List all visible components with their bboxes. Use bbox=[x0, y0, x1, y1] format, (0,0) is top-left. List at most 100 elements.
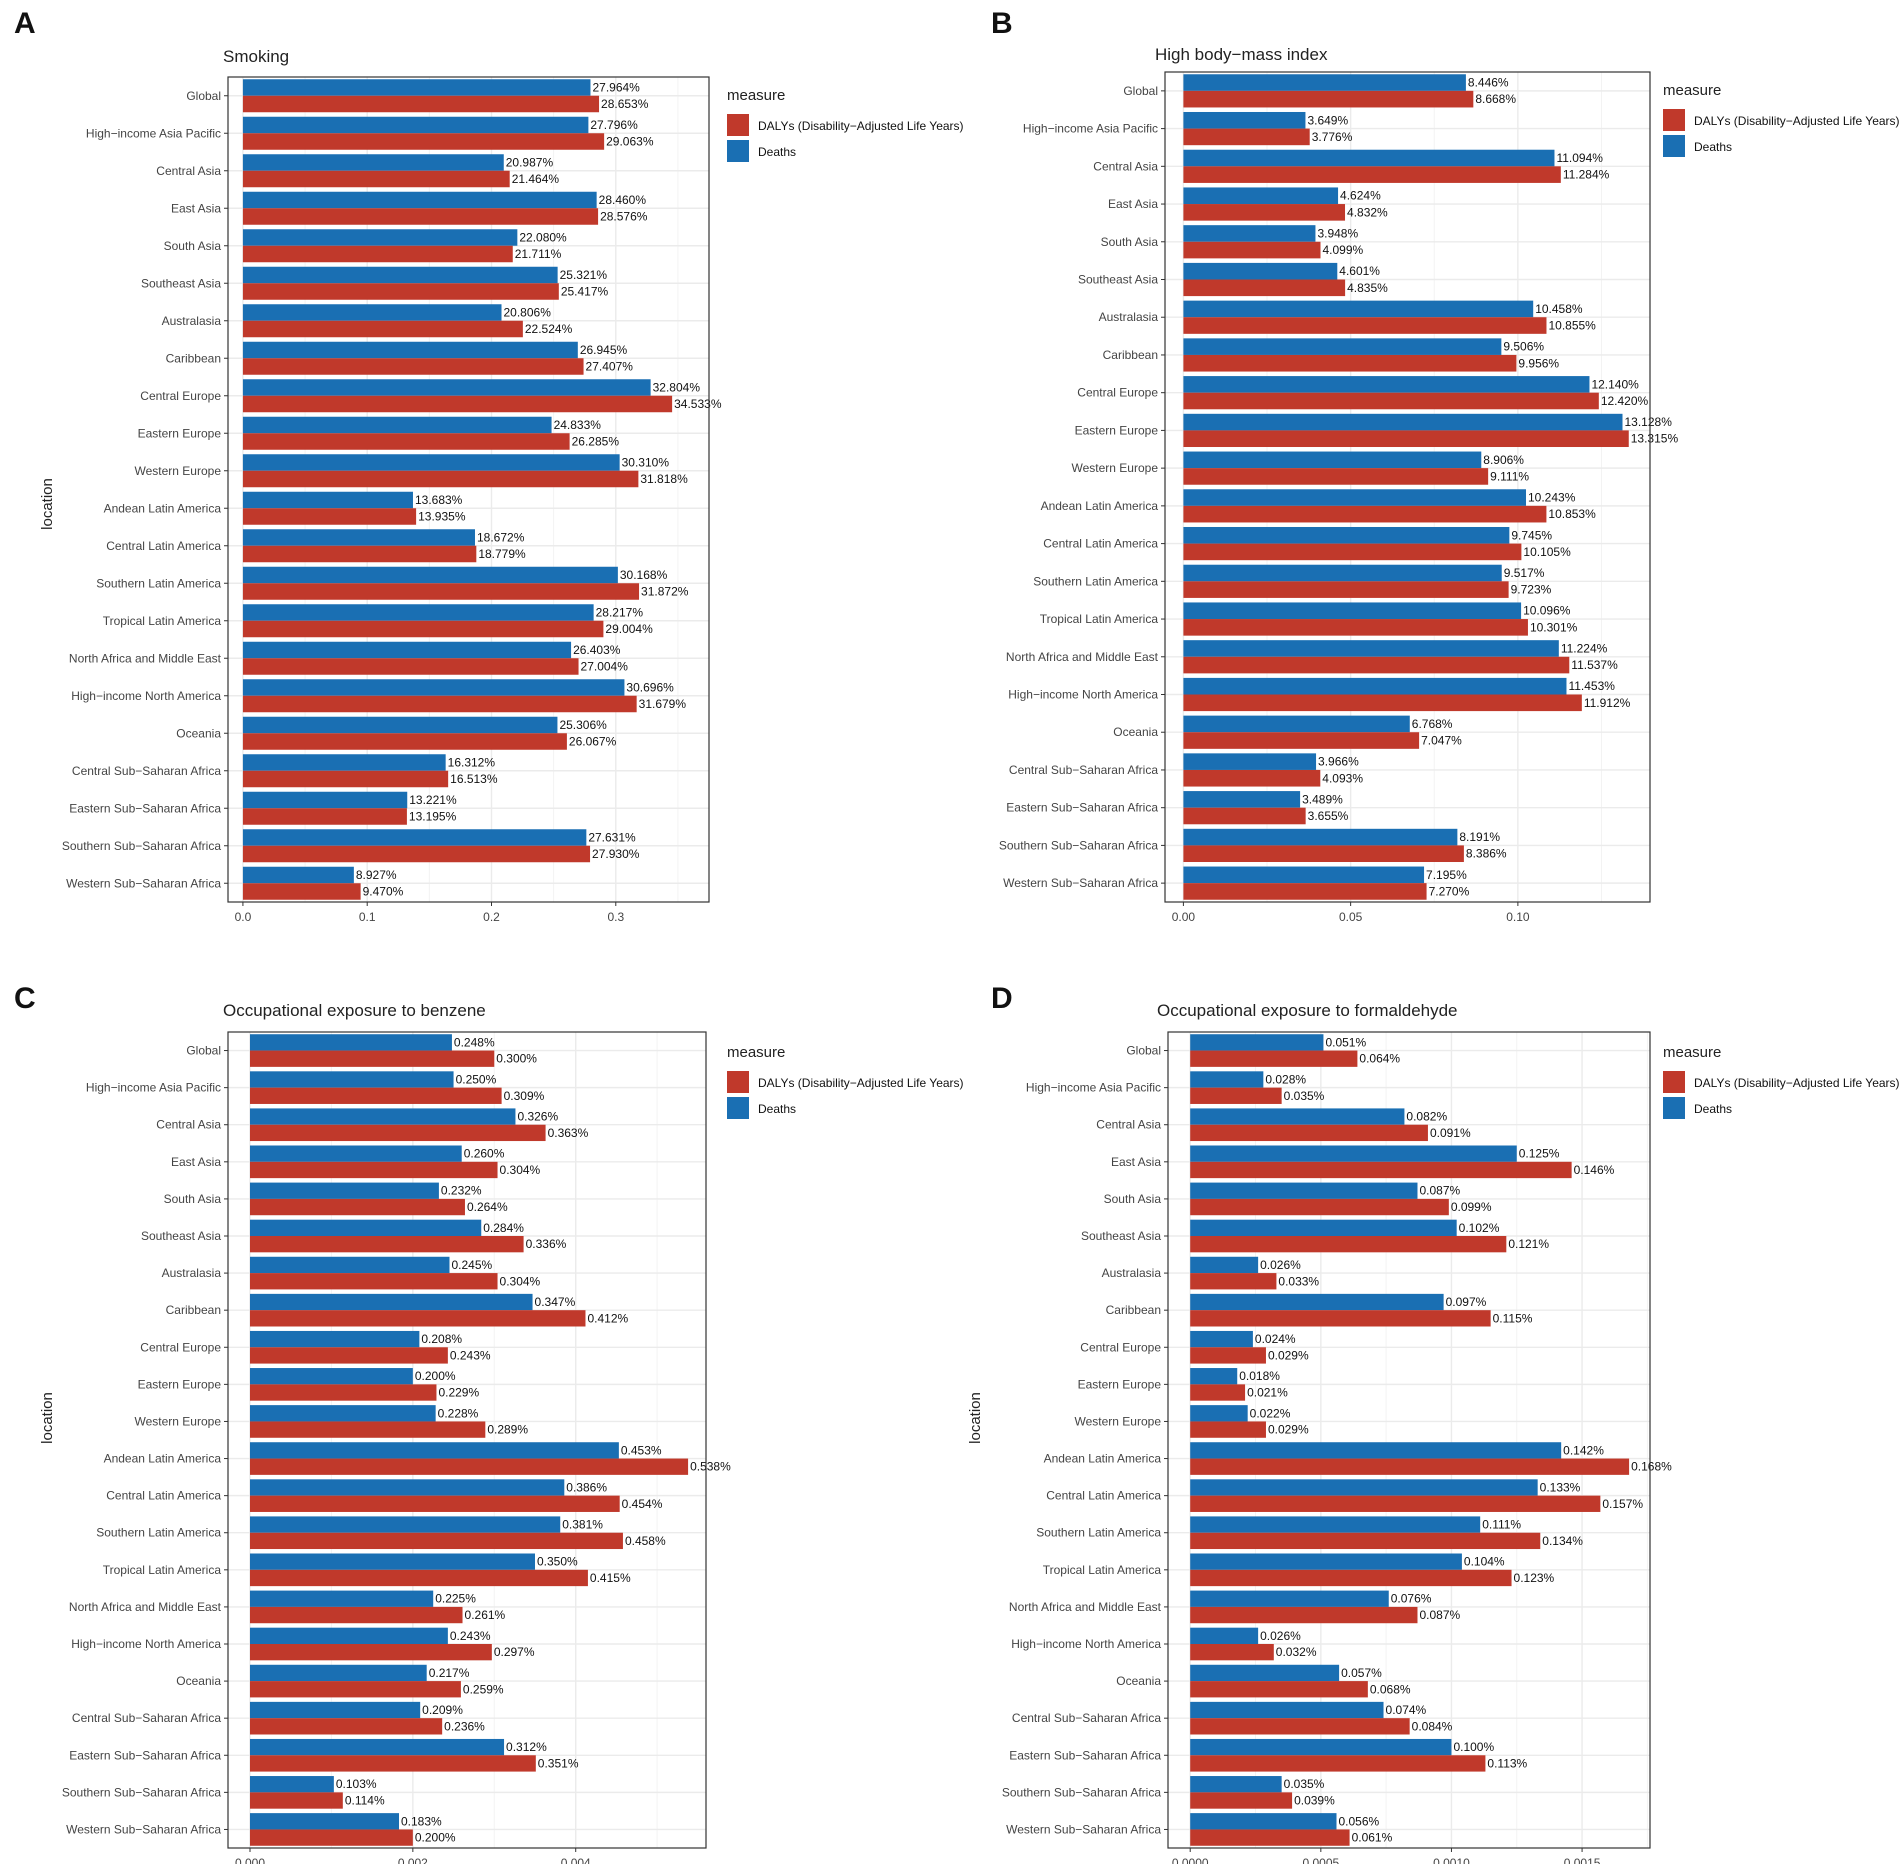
category-label: Western Europe bbox=[135, 1414, 222, 1428]
value-label-deaths: 25.306% bbox=[559, 718, 607, 732]
value-label-deaths: 10.243% bbox=[1528, 491, 1576, 505]
value-label-deaths: 0.248% bbox=[454, 1035, 495, 1049]
category-label: Central Sub−Saharan Africa bbox=[72, 764, 221, 778]
bar-deaths bbox=[1190, 1479, 1538, 1496]
category-label: High−income Asia Pacific bbox=[1023, 122, 1158, 136]
x-tick-label: 0.2 bbox=[483, 910, 500, 924]
bar-dalys bbox=[242, 545, 477, 563]
bar-dalys bbox=[249, 1495, 620, 1512]
value-label-dalys: 25.417% bbox=[561, 285, 609, 299]
bar-dalys bbox=[242, 620, 604, 638]
category-label: Southern Sub−Saharan Africa bbox=[62, 839, 221, 853]
value-label-deaths: 0.250% bbox=[456, 1072, 497, 1086]
category-label: Central Latin America bbox=[1043, 537, 1158, 551]
category-label: High−income North America bbox=[1011, 1637, 1161, 1651]
bar-deaths bbox=[249, 1034, 452, 1051]
category-label: North Africa and Middle East bbox=[1006, 650, 1159, 664]
value-label-dalys: 0.297% bbox=[494, 1645, 535, 1659]
category-label: Australasia bbox=[1102, 1266, 1162, 1280]
bar-dalys bbox=[249, 1273, 498, 1290]
panel-b: B High body−mass index 8.446% 8.668% 3.649% 3… bbox=[991, 7, 1900, 924]
bar-deaths bbox=[1190, 1664, 1340, 1682]
value-label-deaths: 0.208% bbox=[421, 1332, 462, 1346]
value-label-dalys: 28.653% bbox=[601, 97, 649, 111]
value-label-deaths: 8.906% bbox=[1483, 453, 1524, 467]
bar-dalys bbox=[1183, 581, 1509, 598]
value-label-dalys: 0.289% bbox=[487, 1423, 528, 1437]
legend-title: measure bbox=[727, 87, 785, 104]
bar-dalys bbox=[1183, 845, 1464, 863]
bar-dalys bbox=[1190, 1755, 1486, 1772]
bar-dalys bbox=[249, 1606, 463, 1624]
value-label-deaths: 0.125% bbox=[1519, 1147, 1560, 1161]
bar-deaths bbox=[1183, 828, 1458, 846]
value-label-dalys: 0.538% bbox=[690, 1460, 731, 1474]
bar-deaths bbox=[249, 1442, 619, 1459]
category-label: Central Europe bbox=[140, 389, 221, 403]
bar-deaths bbox=[1183, 413, 1623, 431]
legend-label-deaths: Deaths bbox=[758, 1102, 796, 1116]
value-label-deaths: 0.381% bbox=[562, 1518, 603, 1532]
value-label-deaths: 0.024% bbox=[1255, 1332, 1296, 1346]
category-label: Eastern Sub−Saharan Africa bbox=[69, 1748, 221, 1762]
bar-deaths bbox=[242, 454, 620, 471]
x-tick-label: 0.002 bbox=[398, 1856, 428, 1864]
bar-dalys bbox=[1190, 1273, 1277, 1290]
bar-dalys bbox=[1183, 241, 1321, 259]
x-tick-label: 0.0005 bbox=[1302, 1856, 1339, 1864]
value-label-dalys: 0.121% bbox=[1508, 1237, 1549, 1251]
value-label-deaths: 0.100% bbox=[1453, 1740, 1494, 1754]
value-label-deaths: 0.225% bbox=[435, 1592, 476, 1606]
value-labels: 27.964% 28.653% 27.796% 29.063% 20.987% 21.46… bbox=[356, 81, 722, 899]
bar-deaths bbox=[242, 641, 572, 659]
value-label-dalys: 16.513% bbox=[450, 772, 498, 786]
category-label: Eastern Europe bbox=[138, 1377, 222, 1391]
bar-dalys bbox=[1190, 1495, 1601, 1512]
bar-deaths bbox=[242, 829, 587, 846]
category-label: Central Sub−Saharan Africa bbox=[1009, 763, 1158, 777]
bar-deaths bbox=[242, 754, 446, 771]
category-label: Australasia bbox=[162, 314, 222, 328]
value-label-deaths: 27.631% bbox=[588, 831, 636, 845]
bar-dalys bbox=[1190, 1384, 1246, 1401]
bar-deaths bbox=[1183, 677, 1567, 695]
value-label-dalys: 4.093% bbox=[1322, 771, 1363, 785]
bar-dalys bbox=[242, 583, 640, 600]
bar-dalys bbox=[1190, 1124, 1428, 1142]
value-label-dalys: 9.111% bbox=[1490, 469, 1529, 483]
bar-dalys bbox=[242, 208, 599, 225]
value-label-deaths: 13.683% bbox=[415, 493, 463, 507]
value-label-dalys: 0.099% bbox=[1451, 1200, 1492, 1214]
value-label-deaths: 0.228% bbox=[438, 1406, 479, 1420]
bar-dalys bbox=[249, 1681, 461, 1698]
value-label-dalys: 0.064% bbox=[1359, 1052, 1400, 1066]
category-label: Southern Latin America bbox=[96, 1526, 221, 1540]
value-label-deaths: 0.111% bbox=[1482, 1518, 1521, 1532]
value-label-dalys: 0.363% bbox=[548, 1126, 589, 1140]
bar-deaths bbox=[242, 529, 475, 546]
category-label: Eastern Europe bbox=[138, 426, 222, 440]
bar-deaths bbox=[242, 866, 354, 884]
chart-title: Occupational exposure to formaldehyde bbox=[1157, 1001, 1458, 1020]
bar-dalys bbox=[1190, 1421, 1266, 1438]
category-label: High−income North America bbox=[71, 1637, 221, 1651]
value-label-deaths: 0.326% bbox=[517, 1110, 558, 1124]
legend-title: measure bbox=[1663, 1044, 1721, 1061]
bar-deaths bbox=[1183, 74, 1466, 91]
category-label: Western Europe bbox=[1075, 1414, 1162, 1428]
bar-deaths bbox=[249, 1738, 505, 1756]
value-label-dalys: 31.679% bbox=[639, 697, 687, 711]
value-label-dalys: 0.123% bbox=[1514, 1571, 1555, 1585]
x-tick-label: 0.004 bbox=[561, 1856, 591, 1864]
bar-deaths bbox=[242, 229, 518, 246]
value-label-deaths: 0.035% bbox=[1284, 1777, 1325, 1791]
category-label: Southeast Asia bbox=[1081, 1229, 1161, 1243]
bar-deaths bbox=[1190, 1145, 1517, 1162]
category-label: South Asia bbox=[1104, 1192, 1162, 1206]
bar-dalys bbox=[249, 1718, 443, 1735]
bar-deaths bbox=[249, 1145, 462, 1162]
value-label-deaths: 0.026% bbox=[1260, 1258, 1301, 1272]
value-label-deaths: 30.310% bbox=[622, 456, 670, 470]
bar-deaths bbox=[1190, 1553, 1462, 1570]
value-label-dalys: 0.084% bbox=[1412, 1719, 1453, 1733]
